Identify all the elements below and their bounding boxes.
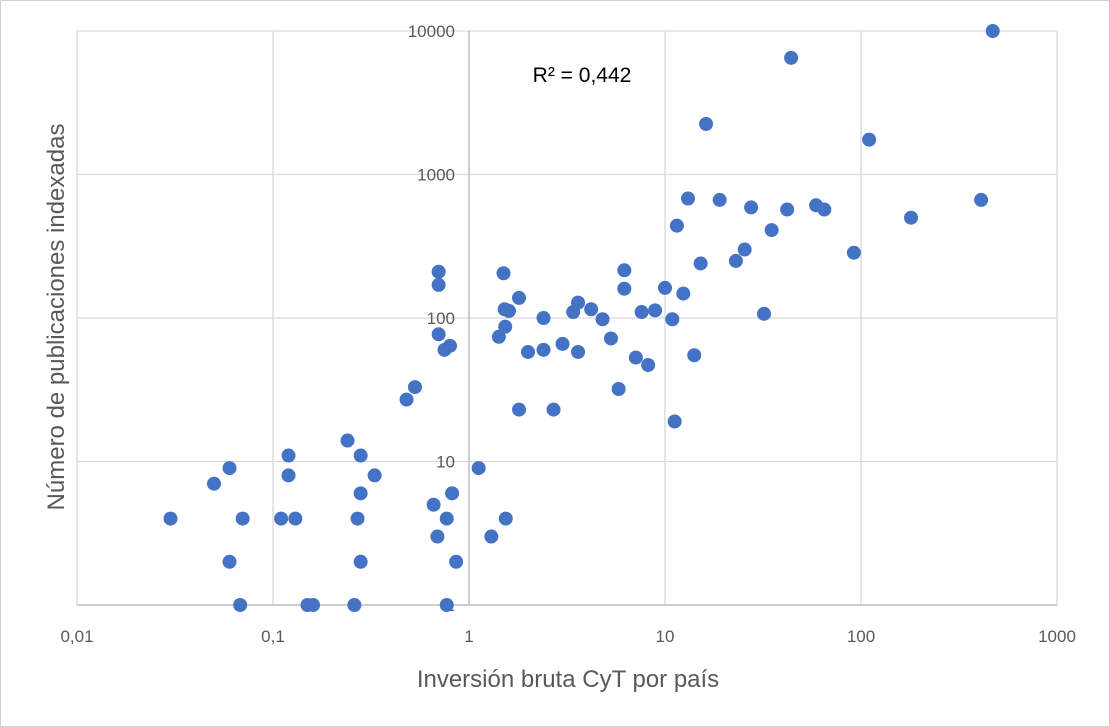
data-point xyxy=(274,511,289,526)
data-point xyxy=(222,554,237,569)
data-point xyxy=(862,132,877,147)
data-point xyxy=(546,402,561,417)
x-tick-label: 10 xyxy=(656,627,675,646)
data-point xyxy=(693,256,708,271)
data-point xyxy=(498,319,513,334)
data-point xyxy=(471,461,486,476)
data-point xyxy=(353,554,368,569)
data-point xyxy=(846,245,861,260)
data-point xyxy=(780,202,795,217)
data-point xyxy=(974,192,989,207)
data-point xyxy=(347,598,362,612)
data-point xyxy=(512,402,527,417)
data-point xyxy=(353,448,368,463)
x-tick-label: 0,1 xyxy=(261,627,285,646)
data-point xyxy=(222,461,237,476)
grid xyxy=(76,30,1058,605)
data-point xyxy=(281,448,296,463)
data-point xyxy=(340,433,355,448)
data-point xyxy=(206,476,221,491)
data-point xyxy=(235,511,250,526)
data-point xyxy=(536,311,551,325)
data-point xyxy=(648,303,663,318)
data-point xyxy=(306,598,321,612)
data-point xyxy=(611,382,626,397)
data-point xyxy=(712,192,727,207)
data-point xyxy=(985,24,1000,38)
data-point xyxy=(439,598,454,612)
x-tick-label: 100 xyxy=(847,627,875,646)
data-point xyxy=(350,511,365,526)
data-point xyxy=(784,50,799,65)
r-squared-annotation: R² = 0,442 xyxy=(533,64,632,87)
y-tick-label: 10000 xyxy=(408,22,455,41)
data-point xyxy=(641,358,656,373)
y-axis-title: Número de publicaciones indexadas xyxy=(43,124,70,511)
data-point xyxy=(904,210,919,225)
data-point xyxy=(512,290,527,305)
y-tick-label: 100 xyxy=(427,309,455,328)
data-point xyxy=(445,486,460,501)
data-point xyxy=(367,468,382,483)
data-point xyxy=(764,223,779,238)
data-point xyxy=(665,312,680,327)
data-point xyxy=(484,529,499,544)
data-point xyxy=(555,336,570,351)
data-point xyxy=(595,312,610,327)
data-point xyxy=(667,414,682,429)
data-point xyxy=(163,511,178,526)
data-point xyxy=(628,350,643,365)
data-point xyxy=(521,344,536,359)
data-point xyxy=(817,202,832,217)
y-tick-label: 1000 xyxy=(417,166,455,185)
data-point xyxy=(288,511,303,526)
data-point xyxy=(449,554,464,569)
data-point xyxy=(617,263,632,278)
y-tick-label: 10 xyxy=(436,453,455,472)
data-point xyxy=(502,303,517,318)
data-point xyxy=(431,327,446,342)
data-point xyxy=(233,598,248,612)
data-point xyxy=(498,511,513,526)
data-point xyxy=(737,242,752,257)
data-point xyxy=(399,392,414,407)
data-point xyxy=(744,200,759,215)
data-point xyxy=(699,116,714,131)
x-tick-labels: 0,01 0,1 1 10 100 1000 xyxy=(60,627,1075,646)
data-point xyxy=(571,295,586,310)
data-point xyxy=(443,338,458,353)
data-point xyxy=(571,344,586,359)
data-point xyxy=(281,468,296,483)
data-point xyxy=(584,302,599,317)
x-tick-label: 1000 xyxy=(1038,627,1076,646)
data-point xyxy=(431,277,446,292)
data-point xyxy=(353,486,368,501)
data-point xyxy=(431,264,446,279)
data-point xyxy=(617,281,632,296)
x-tick-label: 1 xyxy=(464,627,473,646)
data-point xyxy=(603,331,618,346)
data-point xyxy=(496,266,511,281)
data-point xyxy=(634,305,649,320)
data-point xyxy=(658,280,672,295)
data-point xyxy=(407,380,422,395)
data-point xyxy=(757,306,772,321)
data-point xyxy=(536,342,551,357)
data-point xyxy=(491,329,506,344)
data-point xyxy=(728,253,743,268)
data-point xyxy=(676,286,691,301)
data-point xyxy=(669,218,684,233)
data-point xyxy=(426,497,441,512)
data-point xyxy=(439,511,454,526)
data-point xyxy=(687,348,702,363)
data-point xyxy=(680,191,695,206)
data-points xyxy=(163,24,1000,612)
x-tick-label: 0,01 xyxy=(60,627,93,646)
x-axis-title: Inversión bruta CyT por país xyxy=(417,666,719,693)
data-point xyxy=(430,529,445,544)
